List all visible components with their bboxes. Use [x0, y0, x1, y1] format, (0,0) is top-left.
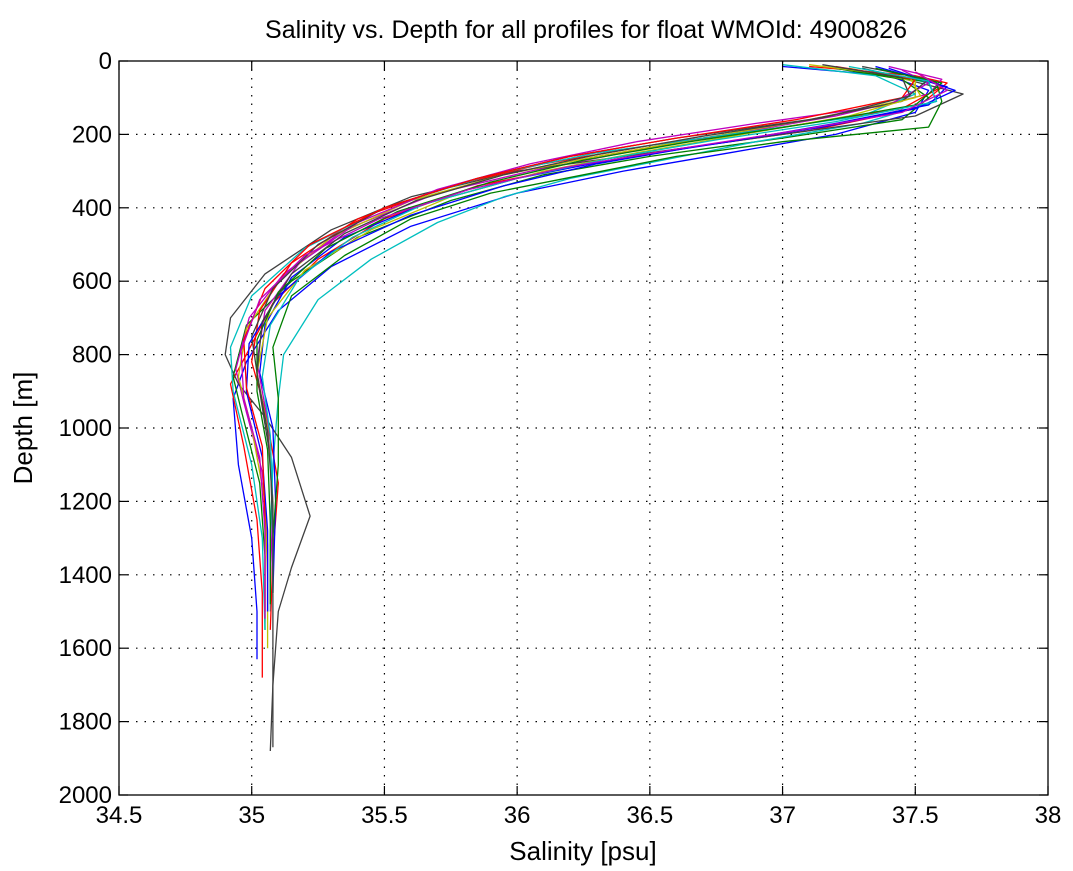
x-tick-label: 36 — [504, 802, 531, 829]
y-tick-label: 1600 — [59, 635, 112, 662]
y-tick-label: 2000 — [59, 782, 112, 809]
y-tick-label: 200 — [72, 121, 112, 148]
x-tick-label: 38 — [1035, 802, 1062, 829]
y-axis-label: Depth [m] — [8, 372, 38, 485]
y-tick-label: 1000 — [59, 415, 112, 442]
x-tick-label: 37 — [769, 802, 796, 829]
y-tick-label: 600 — [72, 268, 112, 295]
axis-ticks: 34.5 35 35.5 36 36.5 37 37.5 38 0 200 400 600 800 100… — [59, 48, 1062, 829]
y-tick-label: 800 — [72, 342, 112, 369]
x-axis-label: Salinity [psu] — [509, 836, 656, 866]
grid-lines — [119, 61, 1048, 795]
y-tick-label: 0 — [99, 48, 112, 75]
profile-line-6 — [224, 67, 964, 752]
x-tick-label: 35 — [238, 802, 265, 829]
y-tick-label: 400 — [72, 195, 112, 222]
profile-line-19 — [240, 71, 948, 619]
profile-line-17 — [256, 67, 943, 605]
profile-line-20 — [256, 64, 911, 594]
x-tick-label: 37.5 — [892, 802, 939, 829]
y-tick-label: 1800 — [59, 709, 112, 736]
x-tick-label: 36.5 — [626, 802, 673, 829]
x-tick-label: 34.5 — [96, 802, 143, 829]
profile-line-10 — [272, 67, 943, 539]
y-tick-label: 1200 — [59, 488, 112, 515]
x-tick-label: 35.5 — [361, 802, 408, 829]
y-tick-label: 1400 — [59, 562, 112, 589]
chart-title: Salinity vs. Depth for all profiles for … — [265, 16, 907, 44]
profile-series — [224, 64, 964, 752]
profile-line-16 — [243, 65, 916, 612]
